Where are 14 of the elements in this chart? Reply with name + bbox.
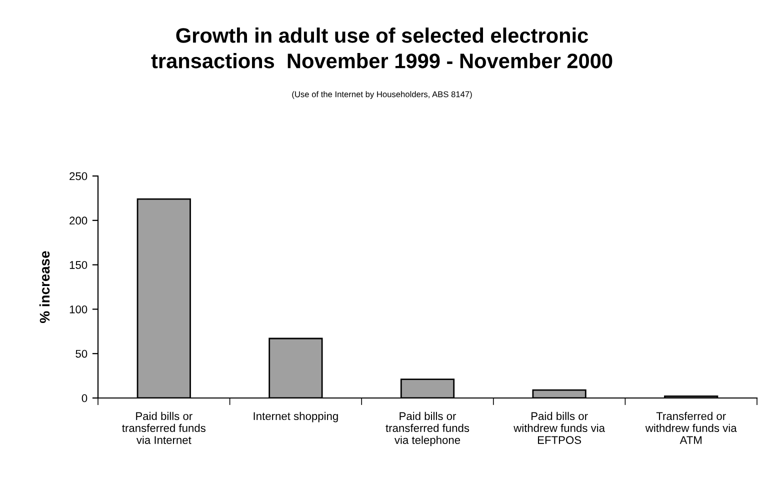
x-tick-label: Internet shopping bbox=[254, 412, 338, 422]
x-tick-label: Transferred or withdrew funds via ATM bbox=[645, 412, 737, 444]
y-tick-label: 0 bbox=[82, 394, 88, 402]
x-tick-label: Paid bills or transferred funds via Internet bbox=[122, 412, 206, 444]
y-tick-label: 150 bbox=[70, 261, 88, 269]
x-tick-label: Paid bills or transferred funds via telephone bbox=[386, 412, 470, 446]
x-tick-label: Paid bills or withdrew funds via EFTPOS bbox=[514, 412, 605, 444]
y-tick-label: 200 bbox=[70, 216, 88, 225]
chart-subtitle: (Use of the Internet by Householders, ABS 8147) bbox=[292, 91, 472, 99]
chart-title: Growth in adult use of selected electronic transactions November 1999 - November 2000 bbox=[151, 28, 612, 68]
y-tick-label: 100 bbox=[70, 305, 88, 314]
y-axis-title: % increase bbox=[39, 251, 50, 323]
y-tick-label: 250 bbox=[70, 172, 88, 180]
y-tick-label: 50 bbox=[76, 350, 88, 358]
